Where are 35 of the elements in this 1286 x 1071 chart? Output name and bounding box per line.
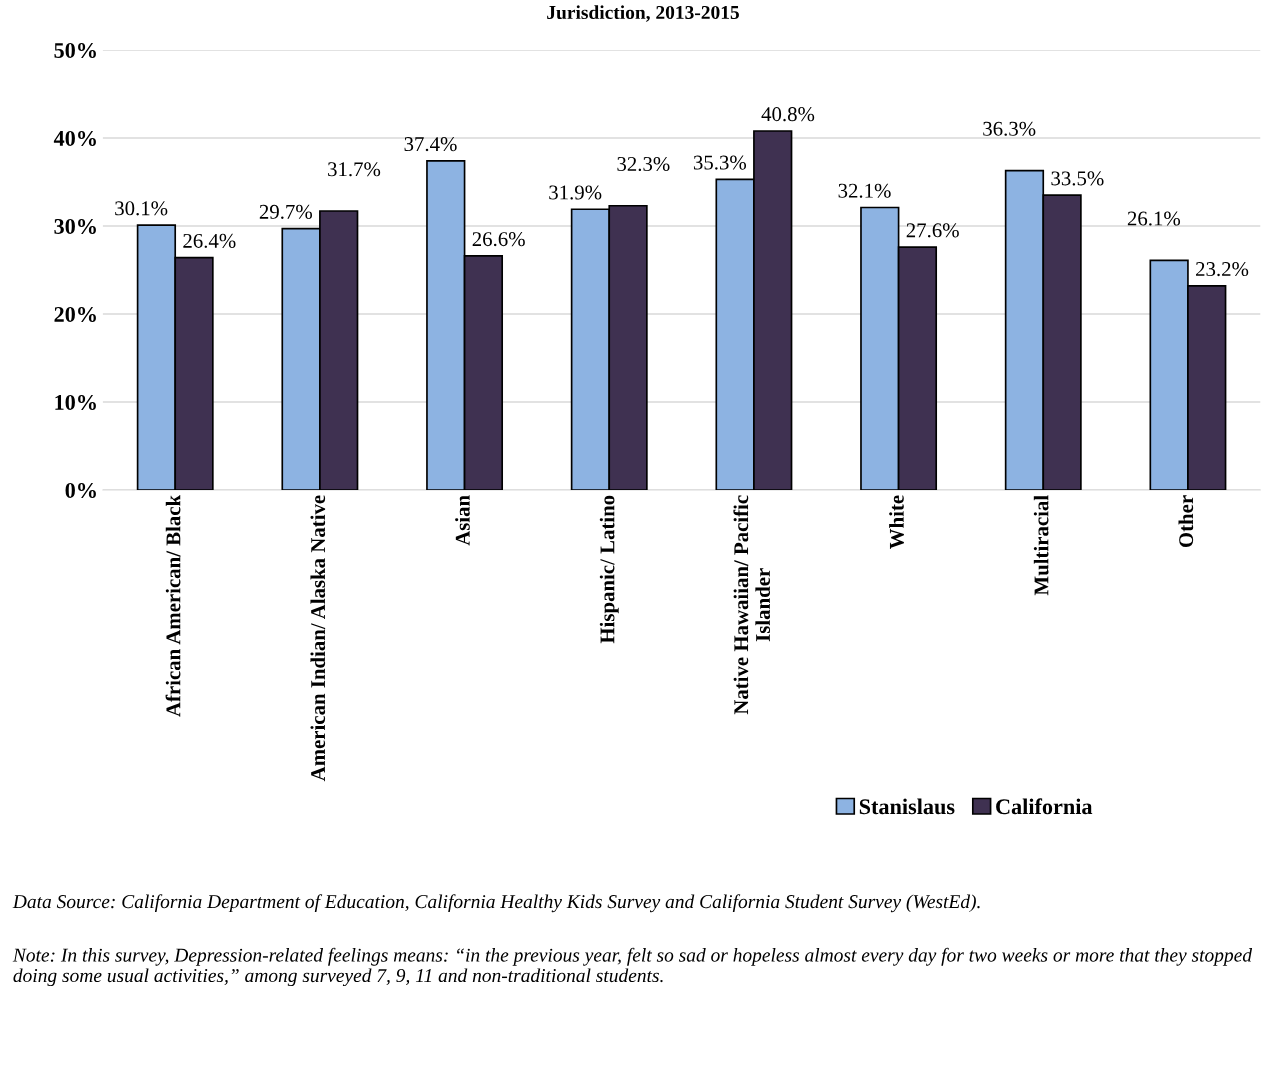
data-label: 23.2%	[1196, 261, 1249, 277]
data-label: 31.9%	[549, 185, 602, 200]
x-tick-label: African American/ Black	[165, 494, 181, 717]
data-label: 32.3%	[617, 156, 670, 172]
legend-label: Stanislaus	[859, 798, 955, 815]
x-tick-label: Asian	[455, 495, 470, 546]
data-label: 32.1%	[838, 183, 891, 198]
data-label: 35.3%	[693, 155, 747, 170]
y-tick-label: 50%	[54, 42, 96, 58]
text: Note: In this survey, Depression-related feelings means: “in the previous year, felt so sad or hopeless almost every day for two weeks or more that they stopped doing some usual activities,” among surveyed 7, 9, 11 and non-traditional students.	[12, 947, 1253, 987]
y-tick-label: 20%	[54, 306, 96, 322]
source-note: Data Source: California Department of Education, California Healthy Kids Survey and California Student Survey (WestEd).	[12, 894, 980, 913]
legend-label: California	[996, 798, 1093, 815]
x-tick-label: American Indian/ Alaska Native	[310, 495, 326, 782]
data-label: 29.7%	[259, 204, 312, 219]
data-label: 26.4%	[183, 233, 236, 248]
data-label: 37.4%	[404, 137, 457, 152]
x-tick-label: Other	[1178, 495, 1194, 548]
data-label: 30.1%	[115, 201, 168, 216]
x-tick-label: Native Hawaiian/ Pacific Islander	[733, 495, 771, 715]
y-tick-label: 10%	[55, 394, 96, 410]
data-label: 31.7%	[328, 162, 381, 177]
y-tick-label: 0%	[65, 482, 96, 498]
data-label: 27.6%	[906, 223, 959, 238]
data-label: 36.3%	[983, 121, 1036, 136]
y-tick-label: 30%	[54, 218, 96, 234]
x-tick-label: Hispanic/ Latino	[599, 495, 619, 644]
data-label: 26.1%	[1127, 211, 1181, 226]
data-label: 40.8%	[761, 107, 815, 122]
y-tick-label: 40%	[53, 130, 96, 146]
data-label: 33.5%	[1051, 171, 1104, 186]
data-label: 26.6%	[472, 232, 525, 247]
x-tick-label: White	[889, 495, 904, 549]
x-tick-label: Multiracial	[1033, 495, 1049, 596]
chart-title: Jurisdiction, 2013-2015	[547, 5, 739, 22]
